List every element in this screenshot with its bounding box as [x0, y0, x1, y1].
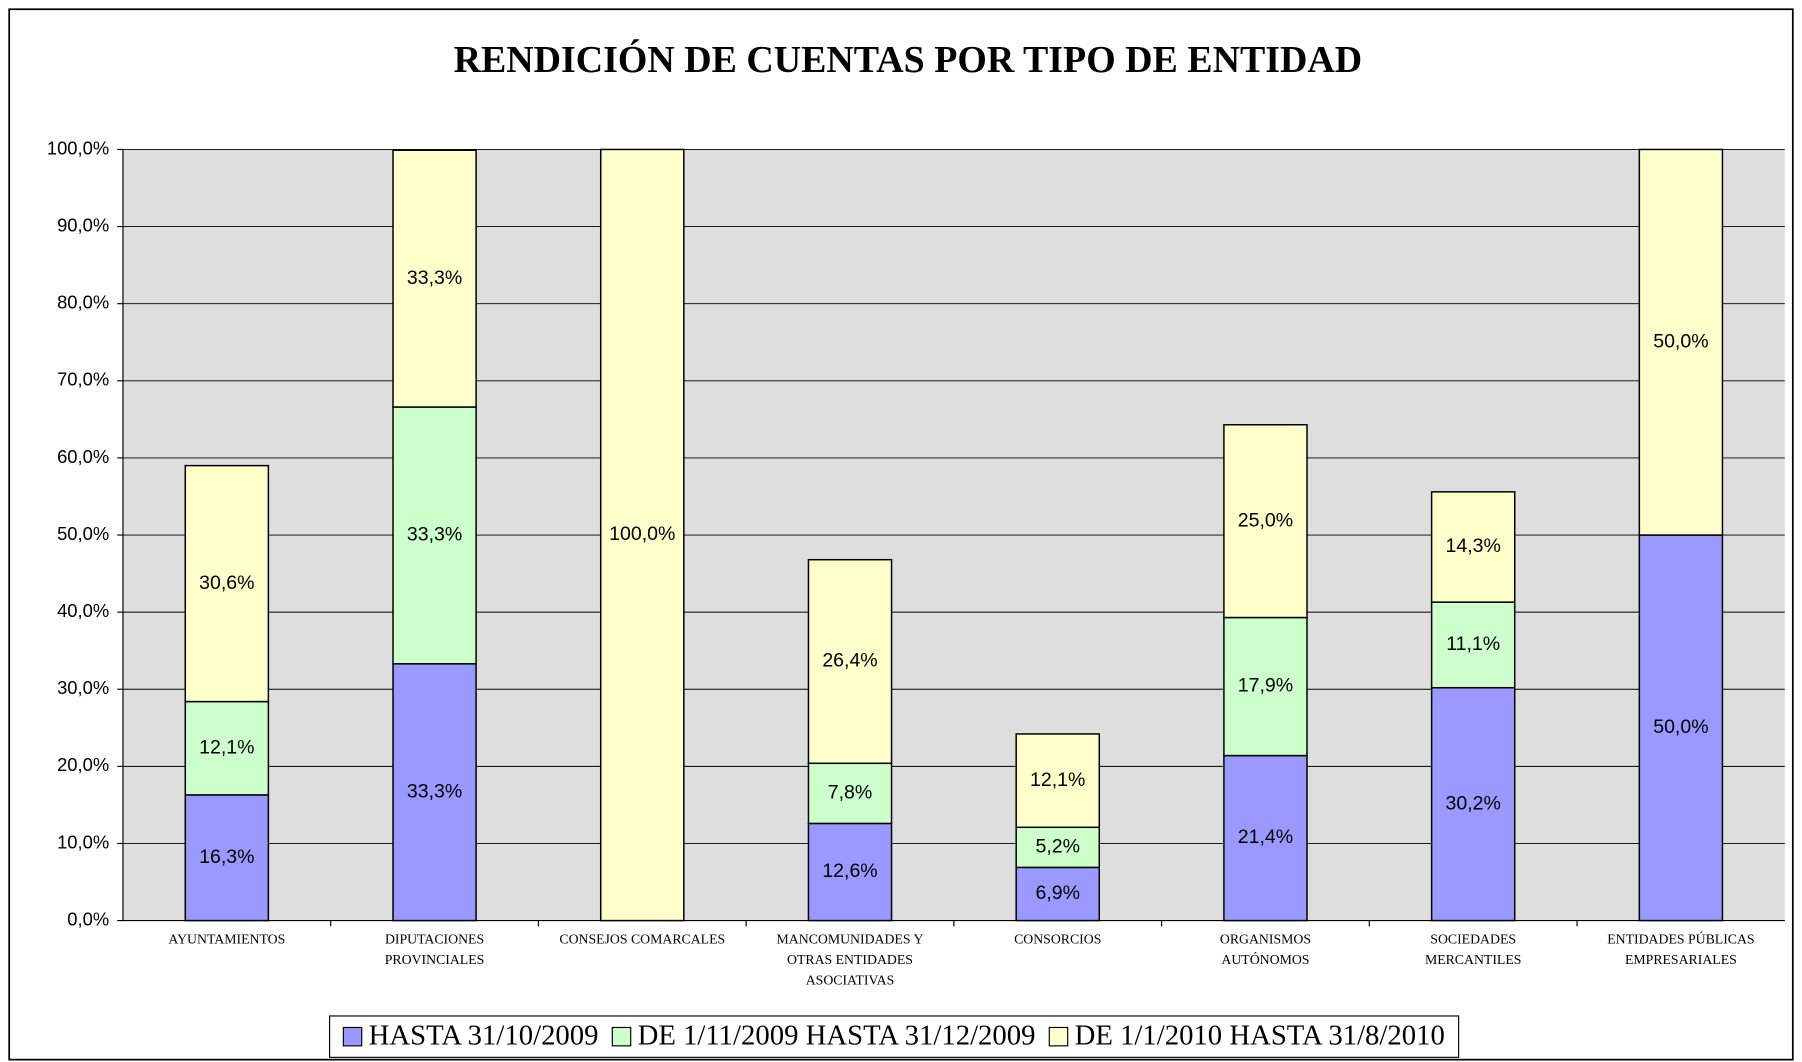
y-tick-label: 80,0% [57, 292, 109, 313]
y-tick-label: 90,0% [57, 214, 109, 235]
legend-label: DE 1/1/2010 HASTA 31/8/2010 [1075, 1019, 1445, 1051]
legend-label: DE 1/11/2009 HASTA 31/12/2009 [638, 1019, 1036, 1051]
data-label: 25,0% [1238, 509, 1293, 531]
chart-title: RENDICIÓN DE CUENTAS POR TIPO DE ENTIDAD [454, 39, 1362, 81]
x-tick-label: DIPUTACIONES [385, 931, 484, 946]
bar-segment [1015, 866, 1101, 922]
data-label: 33,3% [407, 524, 462, 546]
data-label: 12,6% [822, 860, 877, 882]
x-tick-label: CONSEJOS COMARCALES [559, 931, 725, 946]
data-label: 50,0% [1653, 716, 1708, 738]
x-tick-label: AYUNTAMIENTOS [168, 931, 285, 946]
bar-segment [807, 762, 893, 825]
y-tick-label: 40,0% [57, 600, 109, 621]
data-label: 17,9% [1238, 675, 1293, 697]
legend-swatch [611, 1026, 632, 1047]
data-label: 50,0% [1653, 330, 1708, 352]
y-tick-label: 30,0% [57, 677, 109, 698]
legend-swatch [342, 1026, 363, 1047]
data-label: 6,9% [1035, 882, 1079, 904]
y-tick-label: 100,0% [47, 137, 109, 158]
x-tick-label: ASOCIATIVAS [806, 973, 895, 988]
y-tick-label: 0,0% [67, 908, 109, 929]
x-tick-label: MANCOMUNIDADES Y [777, 931, 924, 946]
bar-segment [1223, 424, 1308, 619]
bar-segment [184, 464, 270, 703]
data-label: 26,4% [822, 650, 877, 672]
bar-segment [807, 822, 893, 922]
x-tick-label: PROVINCIALES [385, 952, 485, 967]
bar-segment [807, 558, 893, 765]
legend-label: HASTA 31/10/2009 [369, 1019, 599, 1051]
x-tick-label: SOCIEDADES [1430, 931, 1516, 946]
bar-segment [1430, 491, 1516, 603]
bar-segment [1223, 754, 1308, 922]
data-label: 12,1% [1030, 769, 1085, 791]
y-tick-label: 60,0% [57, 446, 109, 467]
data-label: 16,3% [199, 846, 254, 868]
bar-segment [1638, 148, 1724, 536]
y-tick-label: 70,0% [57, 369, 109, 390]
bar-segment [392, 663, 477, 922]
x-tick-label: CONSORCIOS [1014, 931, 1101, 946]
bar-segment [1430, 686, 1516, 922]
bar-segment [184, 700, 270, 796]
y-tick-label: 20,0% [57, 754, 109, 775]
bar-segment [1223, 616, 1308, 757]
x-tick-label: ORGANISMOS [1220, 931, 1311, 946]
legend-box [328, 1015, 1460, 1058]
data-label: 14,3% [1446, 535, 1501, 557]
legend: HASTA 31/10/2009 DE 1/11/2009 HASTA 31/12… [328, 1015, 1460, 1058]
legend-swatch [1048, 1026, 1069, 1047]
x-tick-label: OTRAS ENTIDADES [787, 952, 913, 967]
data-label: 33,3% [407, 267, 462, 289]
y-tick-label: 10,0% [57, 831, 109, 852]
data-label: 30,6% [199, 572, 254, 594]
bar-segment [1015, 826, 1101, 869]
data-label: 21,4% [1238, 826, 1293, 848]
data-label: 7,8% [828, 782, 872, 804]
bar-segment [392, 406, 477, 665]
y-tick-label: 50,0% [57, 523, 109, 544]
data-label: 5,2% [1035, 835, 1079, 857]
bar-segment [1430, 601, 1516, 689]
x-tick-label: MERCANTILES [1425, 952, 1521, 967]
x-tick-label: EMPRESARIALES [1625, 952, 1737, 967]
bar-segment [392, 149, 477, 408]
bar-segment [184, 794, 270, 922]
bar-segment [599, 148, 685, 922]
bar-segment [1015, 733, 1101, 829]
data-label: 33,3% [407, 780, 462, 802]
data-label: 100,0% [609, 523, 675, 545]
x-tick-label: AUTÓNOMOS [1221, 951, 1309, 967]
x-tick-label: ENTIDADES PÚBLICAS [1607, 930, 1754, 946]
data-label: 11,1% [1446, 633, 1500, 655]
data-label: 12,1% [199, 736, 254, 758]
bar-segment [1638, 534, 1724, 922]
data-label: 30,2% [1446, 792, 1501, 814]
